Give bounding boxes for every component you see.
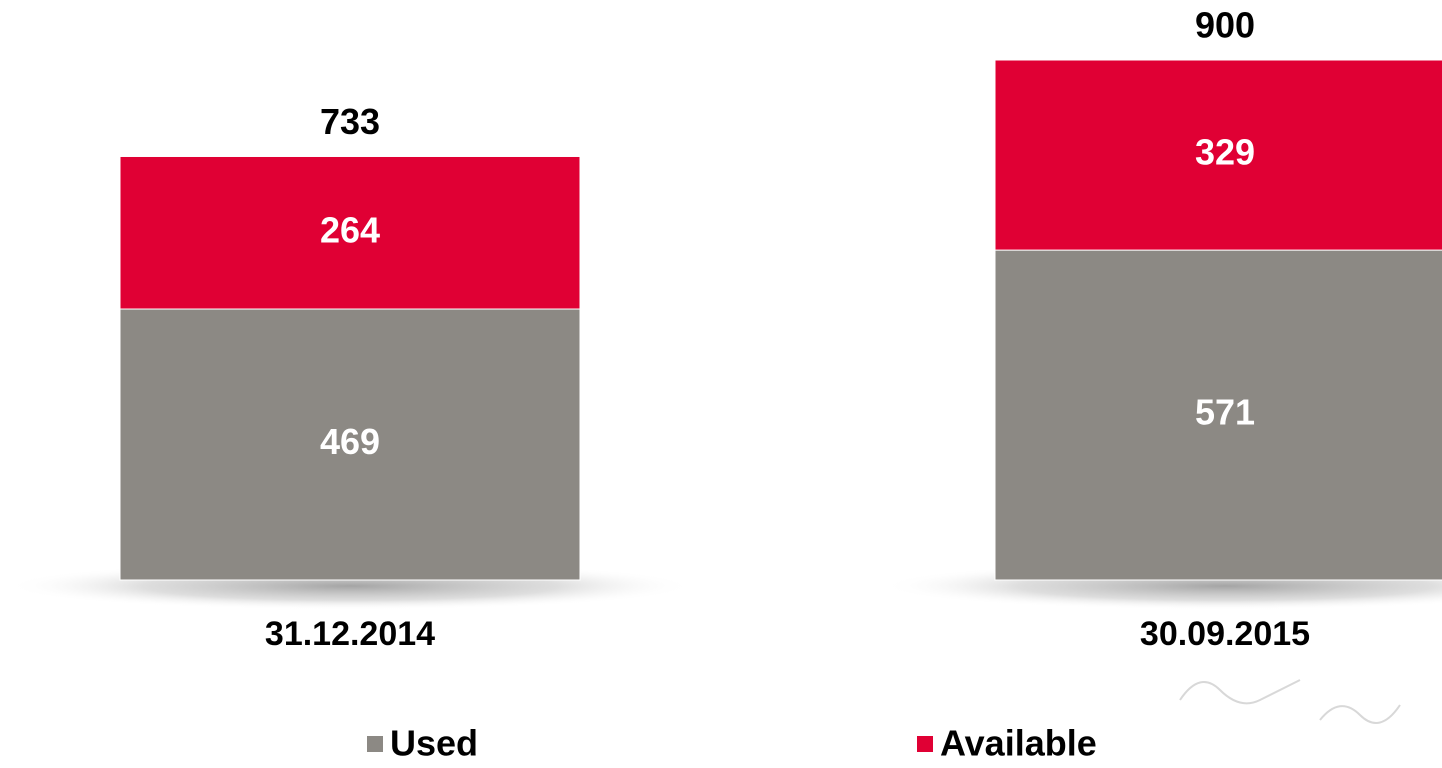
total-label: 900 bbox=[1195, 5, 1255, 46]
value-label: 571 bbox=[1195, 392, 1255, 433]
legend-label: Used bbox=[390, 723, 478, 764]
legend-swatch bbox=[367, 736, 383, 752]
bar-segment bbox=[994, 59, 1442, 251]
bar-segment bbox=[119, 308, 581, 581]
legend-swatch bbox=[917, 736, 933, 752]
value-label: 264 bbox=[320, 209, 380, 250]
value-label: 329 bbox=[1195, 132, 1255, 173]
bar-segment bbox=[119, 155, 581, 310]
total-label: 733 bbox=[320, 101, 380, 142]
category-label: 30.09.2015 bbox=[1140, 615, 1310, 653]
decoration bbox=[1179, 679, 1401, 724]
legend-label: Available bbox=[940, 723, 1097, 764]
bar-segment bbox=[994, 249, 1442, 581]
category-label: 31.12.2014 bbox=[265, 615, 435, 653]
value-label: 469 bbox=[320, 421, 380, 462]
